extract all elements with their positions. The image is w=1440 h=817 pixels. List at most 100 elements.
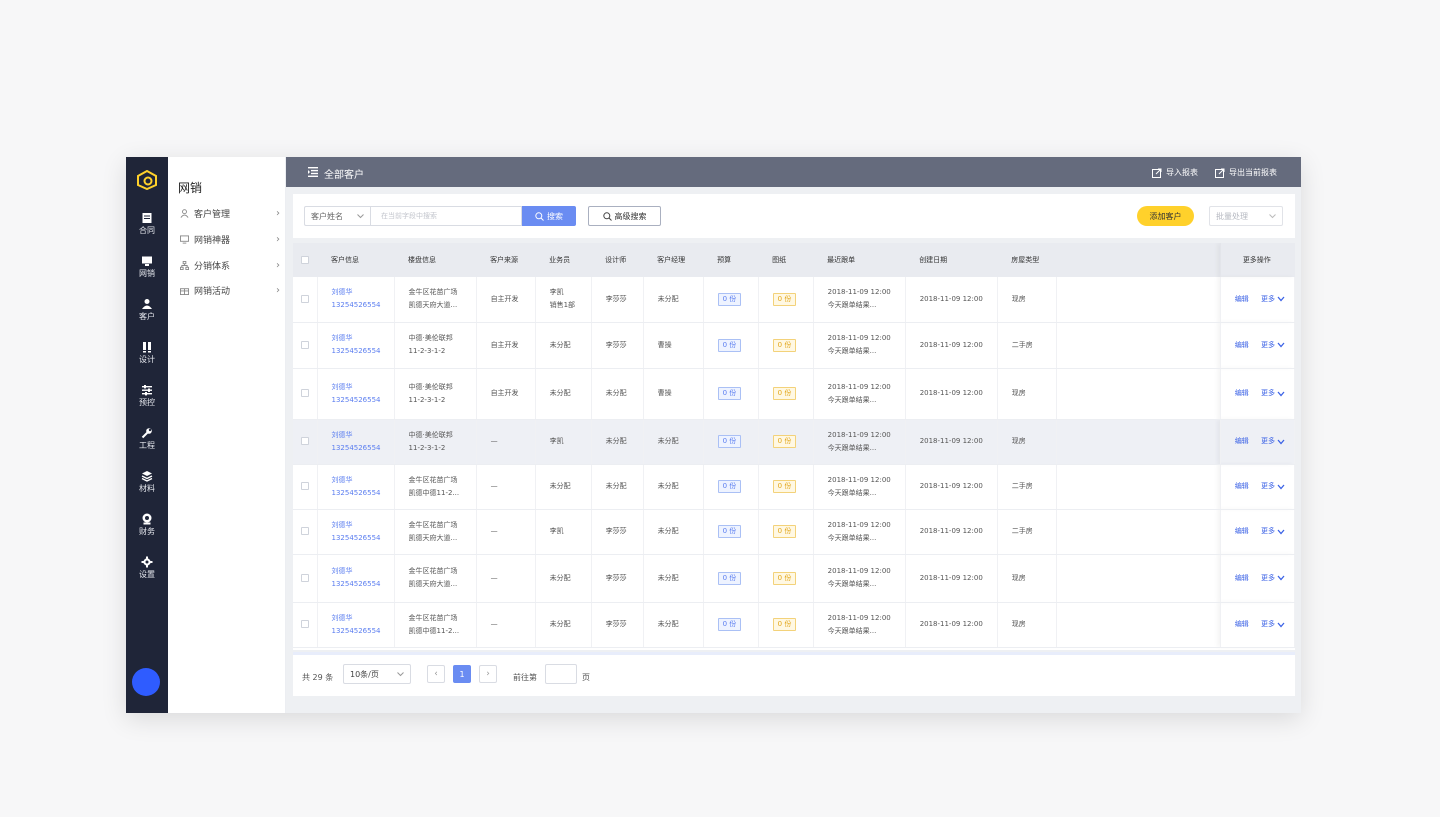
rail-item-1[interactable]: 网销 [126, 255, 168, 291]
edit-link[interactable]: 编辑 [1234, 482, 1249, 490]
rail-item-0[interactable]: 合同 [126, 212, 168, 248]
page-size-select[interactable]: 10条/页 [343, 664, 411, 684]
rail-item-5[interactable]: 工程 [126, 427, 168, 463]
drawing-badge[interactable]: 0 份 [772, 387, 797, 400]
budget-badge[interactable]: 0 份 [717, 292, 742, 306]
more-actions-dropdown[interactable]: 更多 [1261, 387, 1285, 400]
more-actions-dropdown[interactable]: 更多 [1261, 618, 1285, 631]
customer-name-link[interactable]: 刘德华 [331, 382, 353, 391]
row-checkbox[interactable] [301, 482, 309, 490]
budget-badge[interactable]: 0 份 [717, 387, 742, 400]
table-row[interactable]: 刘德华 13254526554 中德·美伦联邦 11-2-3-1-2 自主开发 … [293, 322, 1295, 369]
table-row[interactable]: 刘德华 13254526554 金牛区花苗广场 凯德中德11-2... — 未分… [293, 464, 1295, 510]
row-checkbox[interactable] [301, 340, 309, 349]
row-checkbox[interactable] [301, 573, 309, 582]
edit-link[interactable]: 编辑 [1234, 437, 1249, 445]
edit-link[interactable]: 编辑 [1234, 620, 1249, 628]
customer-name-link[interactable]: 刘德华 [331, 520, 353, 529]
drawing-badge[interactable]: 0 份 [772, 525, 797, 538]
batch-action-select[interactable]: 批量处理 [1209, 206, 1283, 226]
more-actions-dropdown[interactable]: 更多 [1261, 339, 1285, 352]
budget-badge[interactable]: 0 份 [717, 435, 742, 448]
drawing-badge[interactable]: 0 份 [772, 435, 797, 448]
customer-phone-link[interactable]: 13254526554 [331, 626, 381, 635]
table-row[interactable]: 刘德华 13254526554 中德·美伦联邦 11-2-3-1-2 自主开发 … [293, 368, 1295, 420]
subnav-item-2[interactable]: 分销体系 › [180, 256, 280, 274]
row-checkbox[interactable] [301, 389, 309, 397]
more-actions-dropdown[interactable]: 更多 [1261, 293, 1285, 306]
customer-phone-link[interactable]: 13254526554 [331, 301, 381, 310]
edit-link[interactable]: 编辑 [1234, 294, 1249, 303]
drawing-cell: 0 份 [758, 602, 814, 648]
edit-link[interactable]: 编辑 [1234, 573, 1249, 582]
export-report-button[interactable]: 导出当前报表 [1215, 167, 1277, 178]
subnav-item-label: 客户管理 [194, 209, 231, 220]
add-customer-button[interactable]: 添加客户 [1137, 206, 1194, 226]
goto-page-input[interactable] [545, 664, 577, 684]
drawing-badge[interactable]: 0 份 [772, 292, 797, 306]
subnav-item-3[interactable]: 网销活动 › [180, 281, 280, 299]
more-actions-dropdown[interactable]: 更多 [1261, 435, 1285, 448]
customer-name-link[interactable]: 刘德华 [331, 430, 353, 439]
drawing-badge[interactable]: 0 份 [772, 338, 797, 352]
row-checkbox[interactable] [301, 294, 309, 303]
follow-up-note: 今天跟单结果... [827, 347, 877, 355]
more-actions-dropdown[interactable]: 更多 [1261, 525, 1285, 538]
customer-name-link[interactable]: 刘德华 [331, 475, 353, 484]
customer-name-link[interactable]: 刘德华 [331, 567, 353, 575]
page-number-current[interactable]: 1 [453, 665, 471, 683]
import-report-button[interactable]: 导入报表 [1152, 167, 1198, 178]
customer-phone-link[interactable]: 13254526554 [331, 395, 381, 404]
export-report-label: 导出当前报表 [1229, 168, 1277, 177]
table-row[interactable]: 刘德华 13254526554 金牛区花苗广场 凯德天府大道... — 李凯 李… [293, 509, 1295, 555]
budget-badge[interactable]: 0 份 [717, 338, 742, 352]
budget-badge[interactable]: 0 份 [717, 525, 742, 538]
search-input[interactable] [370, 206, 522, 226]
customer-phone-link[interactable]: 13254526554 [331, 443, 381, 452]
more-actions-dropdown[interactable]: 更多 [1261, 572, 1285, 585]
edit-link[interactable]: 编辑 [1234, 527, 1249, 535]
rail-item-8[interactable]: 设置 [126, 556, 168, 592]
budget-badge[interactable]: 0 份 [717, 571, 742, 585]
customer-phone-link[interactable]: 13254526554 [331, 347, 381, 355]
table-row[interactable]: 刘德华 13254526554 中德·美伦联邦 11-2-3-1-2 — 李凯 … [293, 419, 1295, 465]
next-page-button[interactable]: › [479, 665, 497, 683]
drawing-badge[interactable]: 0 份 [772, 571, 797, 585]
table-row[interactable]: 刘德华 13254526554 金牛区花苗广场 凯德天府大道... 自主开发 李… [293, 277, 1295, 323]
prev-page-button[interactable]: ‹ [427, 665, 445, 683]
follow-up-cell: 2018-11-09 12:00 今天跟单结果... [813, 419, 906, 465]
rail-item-2[interactable]: 客户 [126, 298, 168, 334]
edit-link[interactable]: 编辑 [1234, 340, 1249, 349]
designer-cell: 李莎莎 [591, 509, 644, 555]
rail-item-6[interactable]: 材料 [126, 470, 168, 506]
drawing-badge[interactable]: 0 份 [772, 480, 797, 493]
design-icon [141, 341, 153, 353]
customer-phone-link[interactable]: 13254526554 [331, 580, 381, 588]
advanced-search-button[interactable]: 高级搜索 [588, 206, 661, 226]
rail-item-3[interactable]: 设计 [126, 341, 168, 377]
row-checkbox[interactable] [301, 437, 309, 445]
select-all-checkbox[interactable] [301, 256, 309, 264]
customer-phone-link[interactable]: 13254526554 [331, 488, 381, 497]
table-row[interactable]: 刘德华 13254526554 金牛区花苗广场 凯德中德11-2... — 未分… [293, 602, 1295, 648]
customer-name-link[interactable]: 刘德华 [331, 334, 353, 342]
search-field-select[interactable]: 客户姓名 [304, 206, 370, 226]
customer-name-link[interactable]: 刘德华 [331, 613, 353, 622]
list-menu-icon[interactable] [308, 167, 318, 177]
search-button[interactable]: 搜索 [522, 206, 576, 226]
row-checkbox[interactable] [301, 527, 309, 535]
budget-badge[interactable]: 0 份 [717, 480, 742, 493]
drawing-badge[interactable]: 0 份 [772, 618, 797, 631]
subnav-item-1[interactable]: 网销神器 › [180, 230, 280, 248]
subnav-item-0[interactable]: 客户管理 › [180, 204, 280, 222]
avatar[interactable] [132, 668, 160, 696]
rail-item-7[interactable]: 财务 [126, 513, 168, 549]
row-checkbox[interactable] [301, 620, 309, 628]
table-row[interactable]: 刘德华 13254526554 金牛区花苗广场 凯德天府大道... — 未分配 … [293, 554, 1295, 603]
more-actions-dropdown[interactable]: 更多 [1261, 480, 1285, 493]
customer-phone-link[interactable]: 13254526554 [331, 533, 381, 542]
budget-badge[interactable]: 0 份 [717, 618, 742, 631]
rail-item-4[interactable]: 预控 [126, 384, 168, 420]
customer-name-link[interactable]: 刘德华 [331, 288, 353, 297]
edit-link[interactable]: 编辑 [1234, 389, 1249, 397]
